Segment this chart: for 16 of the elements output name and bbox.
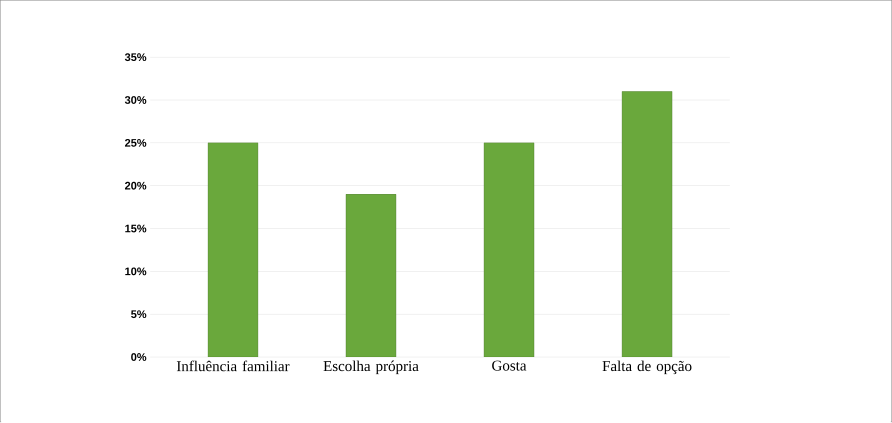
x-tick-label: Falta de opção: [602, 360, 692, 374]
y-tick-label: 5%: [131, 310, 146, 318]
bar: [484, 142, 534, 358]
y-tick-label: 15%: [125, 224, 146, 233]
x-tick-label: Gosta: [492, 360, 526, 371]
y-tick-label: 30%: [124, 96, 146, 104]
x-tick-label: Influência familiar: [176, 360, 290, 372]
bar: [622, 91, 672, 358]
x-tick-label: Escolha própria: [324, 360, 419, 374]
bar: [208, 142, 258, 358]
y-tick-label: 10%: [125, 268, 146, 276]
y-tick-label: 35%: [124, 54, 146, 62]
y-tick-label: 20%: [124, 182, 146, 190]
bar: [346, 194, 396, 358]
y-tick-label: 25%: [124, 139, 146, 147]
y-tick-label: 0%: [131, 353, 146, 362]
